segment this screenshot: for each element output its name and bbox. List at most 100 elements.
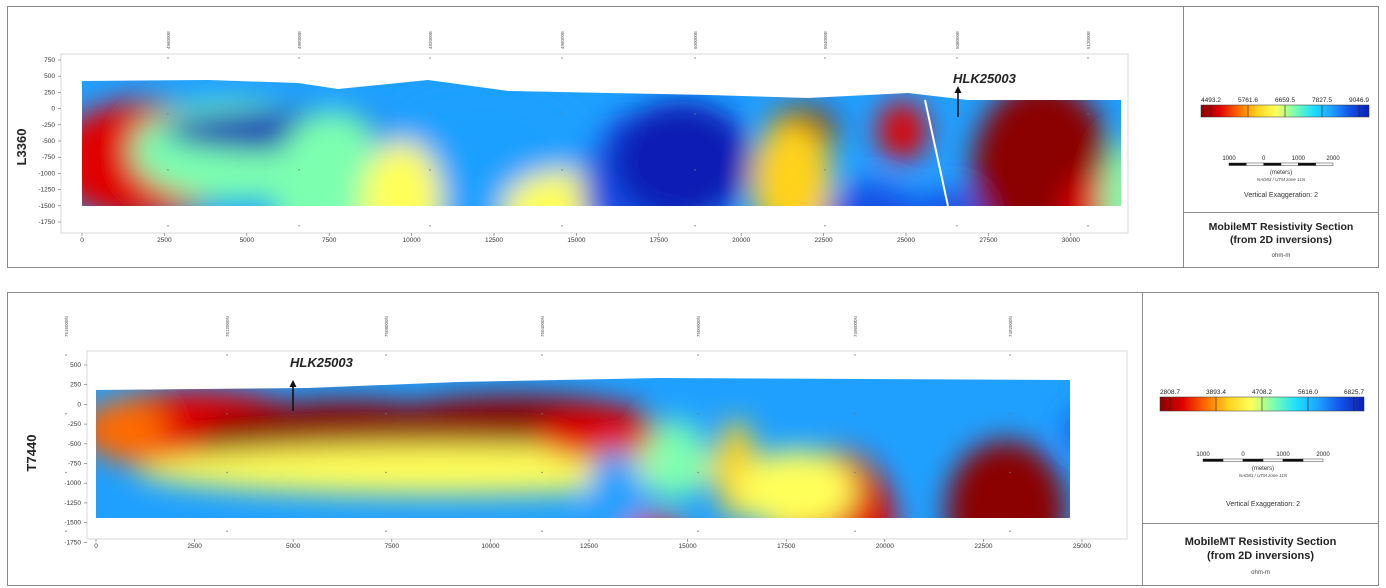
resistivity-blob — [1142, 141, 1183, 261]
x-tick-label: 5000 — [286, 543, 301, 550]
scale-units: (meters) — [1270, 170, 1292, 176]
grid-dot — [65, 413, 67, 415]
x-tick-label: 25000 — [897, 237, 915, 244]
resistivity-blob — [1062, 171, 1121, 206]
top-coordinate-label: 7496000N — [853, 316, 858, 337]
grid-dot — [429, 169, 431, 171]
y-tick-label: -1500 — [64, 520, 81, 527]
grid-dot — [824, 113, 826, 115]
scale-tick-label: 1000 — [1196, 452, 1210, 458]
scale-tick-label: 1000 — [1222, 156, 1236, 162]
well-label: HLK25003 — [290, 355, 354, 370]
legend-upper: 4493.2 5761.6 6659.5 7827.5 9046.9 1000 0 1000 2… — [1184, 7, 1378, 213]
grid-dot — [1009, 413, 1011, 415]
colorbar-tick-label: 5616.0 — [1298, 389, 1318, 396]
resistivity-blob — [972, 81, 1112, 206]
scale-bar-segment — [1202, 458, 1224, 462]
top-coordinate-label: 504000E — [823, 31, 828, 49]
resistivity-blob — [946, 440, 1066, 518]
title-block: MobileMT Resistivity Section (from 2D in… — [1184, 213, 1378, 267]
colorbar-tick-label: 9046.9 — [1349, 97, 1369, 104]
y-tick-label: -250 — [42, 122, 55, 129]
y-tick-label: -1250 — [38, 187, 55, 194]
x-tick-label: 22500 — [974, 543, 992, 550]
grid-dot — [1009, 530, 1011, 532]
top-coordinate-label: 7492000N — [1008, 316, 1013, 337]
grid-dot — [694, 225, 696, 227]
grid-dot — [429, 225, 431, 227]
resistivity-blob — [362, 141, 442, 206]
grid-dot — [226, 413, 228, 415]
x-tick-label: 20000 — [876, 543, 894, 550]
y-tick-label: -1000 — [64, 480, 81, 487]
grid-dot — [697, 413, 699, 415]
y-tick-label: 500 — [44, 73, 55, 80]
scale-tick-label: 1000 — [1292, 156, 1306, 162]
resistivity-section-t7440: 5002500-250-500-750-1000-1250-1500-17500… — [24, 316, 1128, 550]
grid-dot — [561, 113, 563, 115]
scale-bar-segment — [1246, 162, 1264, 166]
y-tick-label: -750 — [68, 461, 81, 468]
top-coordinate-label: 7516000N — [64, 316, 69, 337]
top-coordinate-label: 7512000N — [225, 316, 230, 337]
x-tick-label: 30000 — [1062, 237, 1080, 244]
title-block: MobileMT Resistivity Section (from 2D in… — [1143, 524, 1378, 585]
grid-dot — [854, 413, 856, 415]
x-tick-label: 7500 — [385, 543, 400, 550]
resistivity-section-l3360: 7505002500-250-500-750-1000-1250-1500-17… — [14, 31, 1183, 261]
resistivity-blob — [877, 101, 927, 161]
title-line-1: MobileMT Resistivity Section — [1208, 221, 1354, 233]
grid-dot — [1087, 169, 1089, 171]
y-tick-label: 250 — [44, 89, 55, 96]
top-coordinate-label: 496000E — [560, 31, 565, 49]
grid-dot — [697, 530, 699, 532]
grid-dot — [226, 471, 228, 474]
scale-bar-segment — [1302, 458, 1324, 462]
x-tick-label: 12500 — [485, 237, 503, 244]
scale-tick-label: 1000 — [1276, 452, 1290, 458]
y-tick-label: 250 — [70, 382, 81, 389]
grid-dot — [167, 57, 169, 59]
grid-dot — [65, 530, 67, 532]
resistivity-blob — [96, 400, 166, 460]
x-tick-label: 20000 — [732, 237, 750, 244]
x-tick-label: 15000 — [679, 543, 697, 550]
colorbar-tick-label: 6825.7 — [1344, 389, 1364, 396]
y-tick-label: 0 — [51, 106, 55, 113]
legend-panel-t7440: 2808.7 3893.4 4708.2 5616.0 6825.7 1000 0 1000 2… — [1142, 293, 1378, 585]
vertical-exaggeration-label: Vertical Exaggeration: 2 — [1226, 501, 1300, 508]
grid-dot — [541, 471, 543, 474]
x-tick-label: 2500 — [187, 543, 202, 550]
y-tick-label: -1750 — [38, 219, 55, 226]
grid-dot — [298, 57, 300, 59]
y-tick-label: 0 — [77, 401, 81, 408]
scale-bar-segment — [1298, 162, 1316, 166]
colorbar-tick-label: 3893.4 — [1206, 389, 1226, 396]
projection-label: NAD83 / UTM zone 11N — [1239, 473, 1288, 478]
x-tick-label: 0 — [80, 237, 84, 244]
grid-dot — [1009, 354, 1011, 356]
resistivity-blob — [272, 111, 392, 206]
grid-dot — [694, 57, 696, 59]
grid-dot — [697, 354, 699, 356]
resistivity-blob — [1102, 141, 1121, 206]
x-tick-label: 15000 — [567, 237, 585, 244]
legend-panel-l3360: 4493.2 5761.6 6659.5 7827.5 9046.9 1000 0 1000 2… — [1183, 7, 1378, 267]
resistivity-blob — [646, 420, 706, 500]
title-line-1: MobileMT Resistivity Section — [1184, 536, 1337, 548]
grid-dot — [298, 113, 300, 115]
grid-dot — [167, 113, 169, 115]
scale-tick-label: 2000 — [1326, 156, 1340, 162]
top-coordinate-label: 7500000N — [696, 316, 701, 337]
units-label: ohm-m — [1271, 253, 1291, 259]
grid-dot — [1087, 225, 1089, 227]
resistivity-blob — [752, 121, 832, 206]
legend-upper: 2808.7 3893.4 4708.2 5616.0 6825.7 1000 0 1000 2… — [1143, 293, 1378, 524]
y-tick-label: -500 — [42, 138, 55, 145]
resistivity-blob — [536, 410, 656, 460]
y-tick-label: -1750 — [64, 539, 81, 546]
section-panel-t7440: 500 250 0 -250 -500 -750 -1000 -1250 -1500 -1750 0… — [7, 292, 1379, 586]
grid-dot — [385, 354, 387, 356]
y-tick-label: -500 — [68, 441, 81, 448]
x-tick-label: 25000 — [1073, 543, 1091, 550]
